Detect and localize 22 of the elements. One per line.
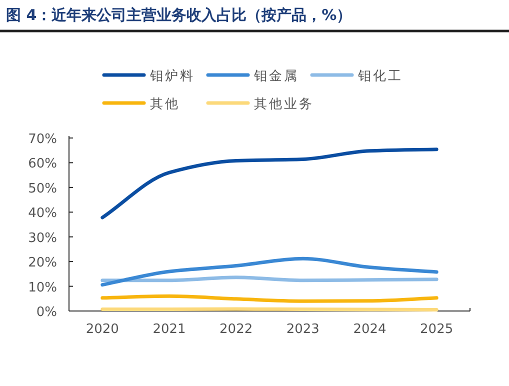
line-series <box>100 256 438 287</box>
line-series <box>100 148 438 220</box>
y-tick-label: 40% <box>28 206 57 222</box>
x-tick-label: 2025 <box>420 322 454 337</box>
y-tick-label: 70% <box>28 132 57 147</box>
legend-label: 钼化工 <box>357 69 403 84</box>
x-tick-label: 2022 <box>220 322 253 337</box>
y-tick-label: 20% <box>28 256 57 271</box>
y-tick-label: 60% <box>28 156 57 172</box>
y-tick-label: 10% <box>28 280 57 296</box>
x-tick-label: 2020 <box>86 322 119 337</box>
legend-label: 其他 <box>150 97 180 112</box>
legend-label: 其他业务 <box>254 97 314 112</box>
x-tick-label: 2021 <box>152 322 186 337</box>
x-tick-label: 2024 <box>353 322 386 337</box>
chart-title: 图 4：近年来公司主营业务收入占比（按产品，%） <box>6 6 352 24</box>
y-tick-label: 0% <box>36 305 57 320</box>
y-tick-label: 30% <box>28 230 57 246</box>
y-tick-label: 50% <box>28 181 57 196</box>
legend-label: 钼炉料 <box>149 69 195 84</box>
x-tick-label: 2023 <box>286 322 320 337</box>
legend-label: 钼金属 <box>253 69 299 84</box>
